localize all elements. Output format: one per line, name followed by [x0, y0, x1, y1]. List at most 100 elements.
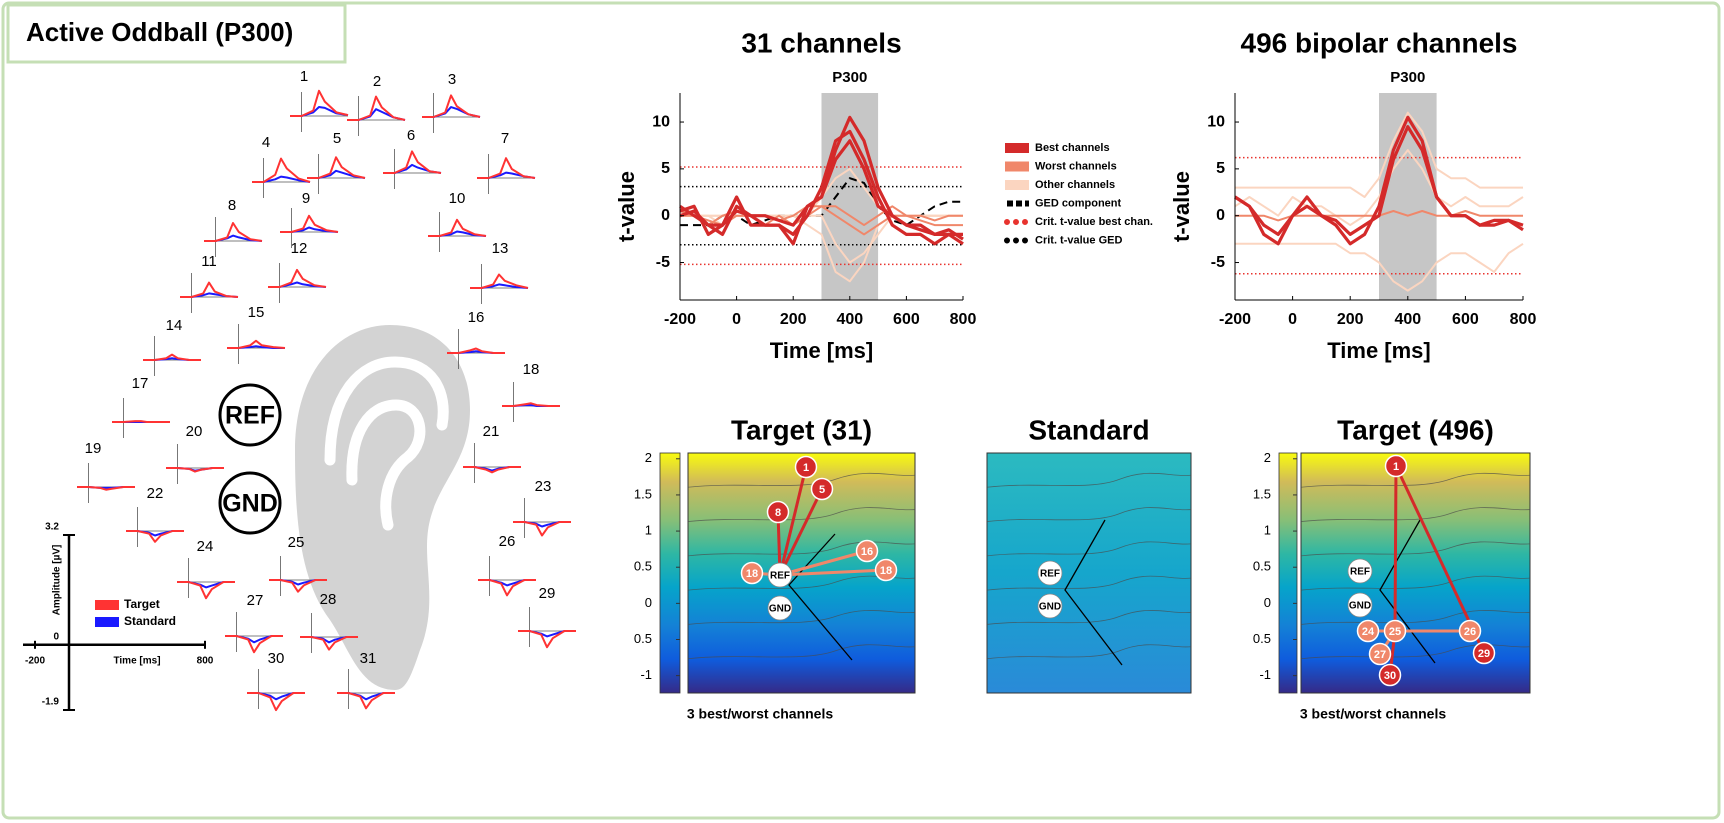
- ear-outline: [1379, 519, 1436, 664]
- p300-window: [821, 93, 879, 300]
- series-line: [1234, 149, 1524, 227]
- reference-electrode: [218, 383, 282, 447]
- series-line: [1234, 125, 1524, 236]
- contour: [986, 541, 1192, 557]
- electrode-label: 5: [819, 484, 825, 496]
- ear-outline: [1064, 519, 1123, 666]
- y-tick-label: 5: [1216, 160, 1225, 177]
- electrode-label: 31: [360, 650, 377, 667]
- reference-electrode: [218, 471, 282, 535]
- electrode-label: 16: [468, 309, 485, 326]
- x-tick-label: -200: [664, 311, 696, 328]
- channel-link: [779, 568, 887, 577]
- erp-trace: [470, 273, 529, 289]
- chart-title: 496 bipolar channels: [1241, 27, 1518, 58]
- erp-trace: [180, 281, 239, 298]
- electrode-label: 30: [268, 650, 285, 667]
- contour: [986, 507, 1192, 522]
- erp-trace: [204, 222, 263, 242]
- colorbar-tick-label: 2: [1264, 450, 1271, 465]
- electrode: [767, 595, 793, 621]
- scale-y-title: Amplitude [µV]: [52, 545, 63, 616]
- electrode-label: 27: [1374, 649, 1386, 661]
- y-tick-label: -5: [656, 254, 670, 271]
- map-field: [986, 452, 1192, 694]
- electrode-label: 11: [201, 253, 217, 270]
- legend-label: Crit. t-value best chan.: [1035, 216, 1153, 228]
- contour: [986, 610, 1192, 625]
- contour: [1300, 610, 1531, 625]
- channel-link: [1393, 465, 1398, 632]
- erp-trace: [463, 466, 521, 474]
- electrode-label: 4: [262, 134, 270, 151]
- electrode-label: 1: [1393, 461, 1399, 473]
- legend-label: Crit. t-value GED: [1035, 234, 1122, 246]
- erp-trace: [502, 402, 560, 407]
- reference-label: REF: [225, 402, 275, 430]
- electrode-label: 29: [1478, 648, 1490, 660]
- electrode-label: 25: [1389, 626, 1401, 638]
- colorbar: [1278, 452, 1298, 694]
- erp-trace: [347, 95, 406, 121]
- colorbar-tick-label: 0.5: [634, 631, 652, 646]
- map-caption: 3 best/worst channels: [687, 706, 833, 722]
- electrode: [1384, 454, 1408, 478]
- contour: [1300, 575, 1531, 591]
- legend-label: Standard: [124, 614, 176, 628]
- electrode: [1368, 642, 1392, 666]
- x-tick-label: 800: [950, 311, 977, 328]
- electrode: [810, 477, 834, 501]
- erp-trace: [477, 157, 536, 179]
- channel-link: [779, 549, 868, 577]
- legend-label: Best channels: [1035, 142, 1110, 154]
- electrode-label: 13: [492, 240, 509, 257]
- legend-label: Other channels: [1035, 179, 1115, 191]
- electrode: [1347, 558, 1373, 584]
- y-axis-label: t-value: [614, 171, 639, 242]
- p300-window: [1379, 93, 1437, 300]
- erp-trace: [177, 581, 235, 600]
- electrode-label: 23: [535, 478, 552, 495]
- contour: [1300, 644, 1531, 660]
- contour: [1300, 541, 1531, 557]
- electrode-label: 10: [449, 190, 466, 207]
- colorbar-tick-label: -1: [640, 667, 652, 682]
- colorbar: [659, 452, 681, 694]
- electrode: [767, 562, 793, 588]
- erp-trace: [307, 156, 366, 179]
- legend-label: Worst channels: [1035, 160, 1117, 172]
- colorbar-tick-label: 0: [645, 595, 652, 610]
- contour: [687, 644, 916, 660]
- electrode-label: 22: [147, 485, 164, 502]
- electrode: [766, 500, 790, 524]
- colorbar-tick-label: 1: [1264, 523, 1271, 538]
- erp-trace: [337, 692, 395, 710]
- colorbar-tick-label: 1.5: [1253, 486, 1271, 501]
- electrode-label: 1: [803, 462, 809, 474]
- colorbar-tick-label: 0.5: [1253, 631, 1271, 646]
- electrode-label: GND: [1039, 602, 1061, 613]
- colorbar-tick-label: -1: [1259, 667, 1271, 682]
- electrode-label: 8: [228, 197, 236, 214]
- y-tick-label: 0: [661, 207, 670, 224]
- electrode-label: 30: [1384, 670, 1396, 682]
- series-line: [1235, 111, 1523, 198]
- electrode: [1472, 641, 1496, 665]
- x-tick-label: 400: [836, 311, 863, 328]
- erp-trace: [227, 339, 286, 349]
- legend-label: GED component: [1035, 197, 1122, 209]
- x-tick-label: 200: [1337, 311, 1364, 328]
- colorbar-tick-label: 2: [645, 450, 652, 465]
- electrode-label: 17: [132, 375, 149, 392]
- erp-trace: [447, 347, 505, 354]
- erp-trace: [112, 420, 170, 423]
- reference-label: GND: [222, 490, 278, 518]
- electrode-label: 27: [247, 592, 264, 609]
- erp-trace: [269, 579, 327, 593]
- contour: [1300, 472, 1531, 488]
- legend-label: Target: [124, 597, 160, 611]
- electrode-label: 18: [880, 565, 892, 577]
- contour: [687, 610, 916, 625]
- electrode: [855, 539, 879, 563]
- erp-trace: [290, 89, 349, 117]
